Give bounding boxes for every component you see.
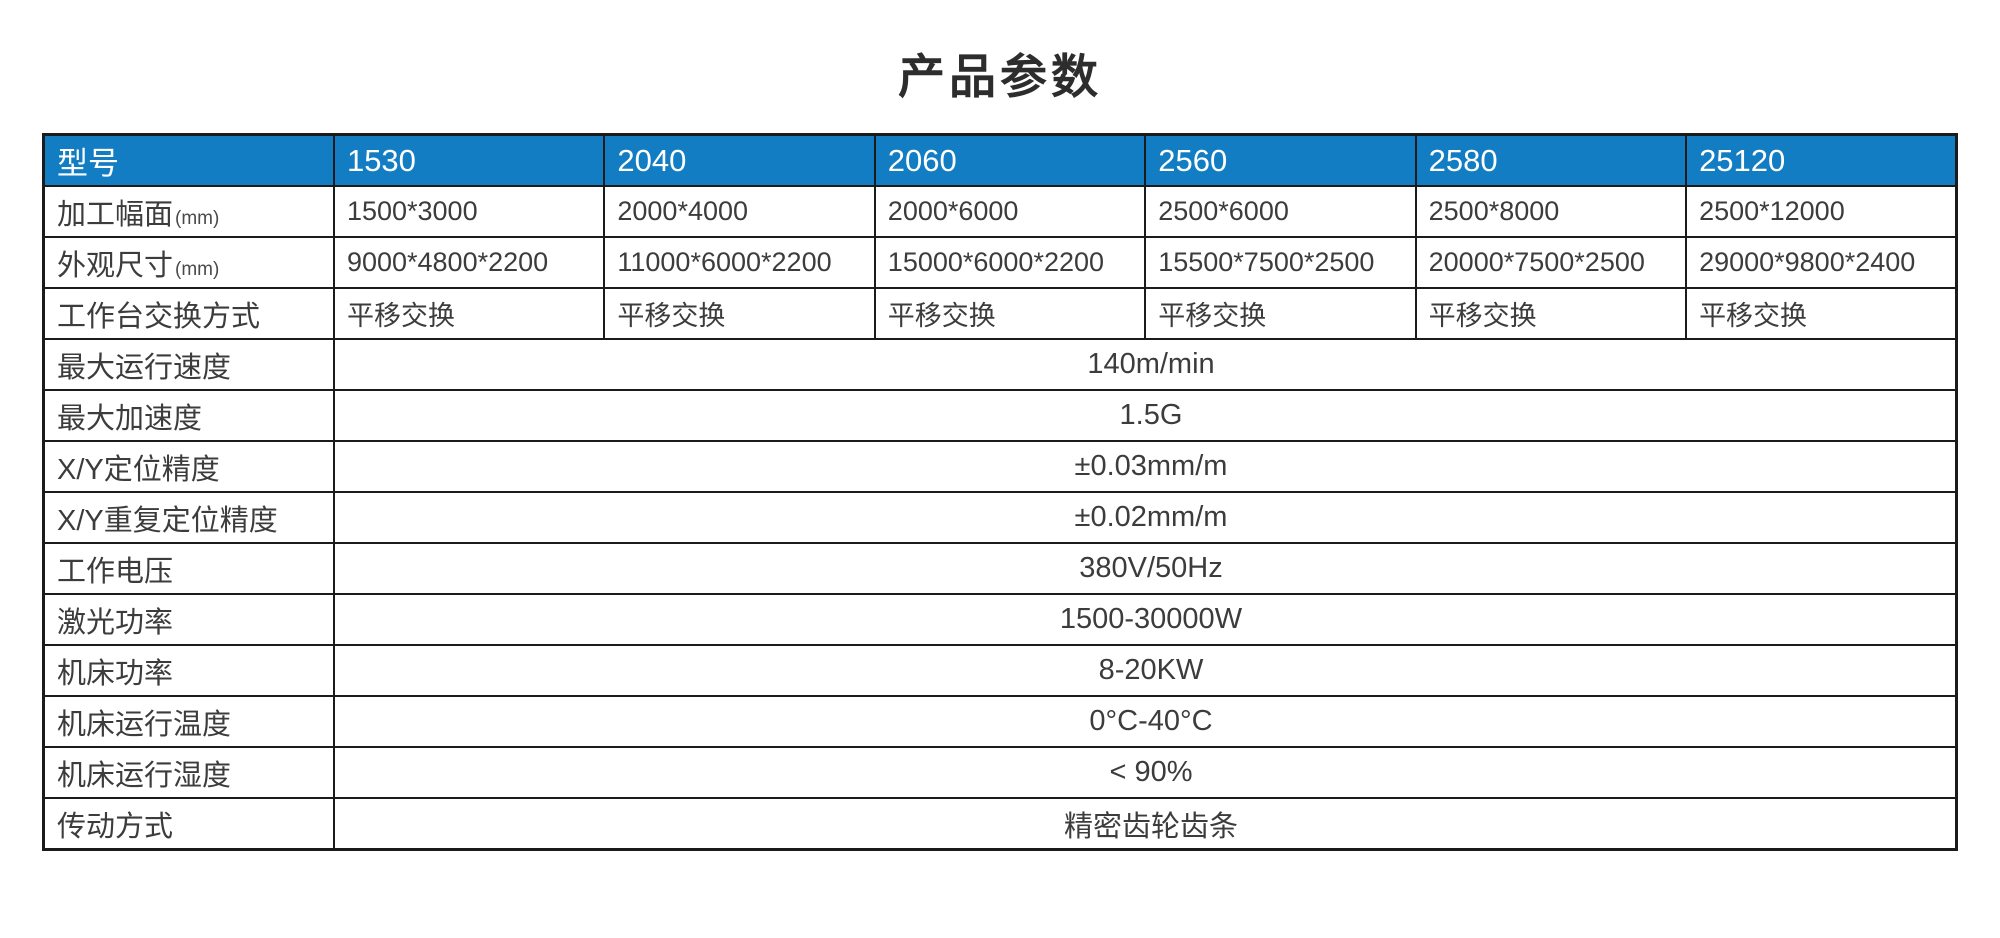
spec-row-working-area: 加工幅面 (mm) 1500*3000 2000*4000 2000*6000 2… — [42, 185, 1958, 238]
spec-row-operating-humidity: 机床运行湿度 < 90% — [42, 746, 1958, 799]
spec-row-outer-dimensions: 外观尺寸 (mm) 9000*4800*2200 11000*6000*2200 … — [42, 236, 1958, 289]
spec-cell: 2500*12000 — [1685, 185, 1958, 238]
spec-cell: 平移交换 — [1414, 287, 1688, 340]
spec-cell: 平移交换 — [1685, 287, 1958, 340]
spec-shared-value: 精密齿轮齿条 — [332, 797, 1958, 851]
spec-row-repeat-positioning-accuracy: X/Y重复定位精度 ±0.02mm/m — [42, 491, 1958, 544]
spec-row-positioning-accuracy: X/Y定位精度 ±0.03mm/m — [42, 440, 1958, 493]
spec-shared-value: ±0.02mm/m — [332, 491, 1958, 544]
row-label-text: 工作台交换方式 — [57, 300, 261, 333]
spec-cell: 1500*3000 — [332, 185, 606, 238]
spec-cell: 11000*6000*2200 — [603, 236, 876, 289]
product-spec-table: 型号 1530 2040 2060 2560 2580 25120 加工幅面 (m… — [42, 133, 1958, 851]
row-label: 机床功率 — [42, 644, 335, 697]
spec-shared-value: 0°C-40°C — [332, 695, 1958, 748]
row-label: X/Y重复定位精度 — [42, 491, 335, 544]
spec-shared-value: 380V/50Hz — [332, 542, 1958, 595]
spec-shared-value: 1.5G — [332, 389, 1958, 442]
spec-cell: 平移交换 — [332, 287, 606, 340]
spec-shared-value: 140m/min — [332, 338, 1958, 391]
page-title: 产品参数 — [898, 50, 1102, 103]
spec-cell: 平移交换 — [1144, 287, 1417, 340]
spec-shared-value: ±0.03mm/m — [332, 440, 1958, 493]
row-label: 外观尺寸 (mm) — [42, 236, 335, 289]
spec-cell: 15500*7500*2500 — [1144, 236, 1417, 289]
spec-row-max-speed: 最大运行速度 140m/min — [42, 338, 1958, 391]
header-model-1530: 1530 — [332, 133, 606, 187]
row-label: 机床运行温度 — [42, 695, 335, 748]
row-label: 最大运行速度 — [42, 338, 335, 391]
row-label-unit: (mm) — [175, 258, 220, 280]
row-label: 工作电压 — [42, 542, 335, 595]
spec-row-operating-temperature: 机床运行温度 0°C-40°C — [42, 695, 1958, 748]
spec-cell: 2500*8000 — [1414, 185, 1688, 238]
header-model-2580: 2580 — [1414, 133, 1688, 187]
spec-cell: 2500*6000 — [1144, 185, 1417, 238]
row-label-unit: (mm) — [175, 207, 220, 229]
row-label-text: 外观尺寸 — [57, 249, 174, 282]
header-model-2560: 2560 — [1144, 133, 1417, 187]
spec-cell: 2000*6000 — [873, 185, 1147, 238]
row-label: 传动方式 — [42, 797, 335, 851]
spec-shared-value: 8-20KW — [332, 644, 1958, 697]
row-label: 激光功率 — [42, 593, 335, 646]
header-model-25120: 25120 — [1685, 133, 1958, 187]
spec-row-table-exchange: 工作台交换方式 平移交换 平移交换 平移交换 平移交换 平移交换 平移交换 — [42, 287, 1958, 340]
row-label: 最大加速度 — [42, 389, 335, 442]
table-header-row: 型号 1530 2040 2060 2560 2580 25120 — [42, 133, 1958, 187]
spec-shared-value: 1500-30000W — [332, 593, 1958, 646]
spec-cell: 15000*6000*2200 — [873, 236, 1147, 289]
spec-row-max-acceleration: 最大加速度 1.5G — [42, 389, 1958, 442]
spec-cell: 9000*4800*2200 — [332, 236, 606, 289]
spec-shared-value: < 90% — [332, 746, 1958, 799]
spec-row-machine-power: 机床功率 8-20KW — [42, 644, 1958, 697]
spec-cell: 平移交换 — [603, 287, 876, 340]
spec-row-working-voltage: 工作电压 380V/50Hz — [42, 542, 1958, 595]
row-label: X/Y定位精度 — [42, 440, 335, 493]
spec-row-transmission-type: 传动方式 精密齿轮齿条 — [42, 797, 1958, 851]
header-model-label: 型号 — [42, 133, 335, 187]
spec-row-laser-power: 激光功率 1500-30000W — [42, 593, 1958, 646]
row-label: 工作台交换方式 — [42, 287, 335, 340]
spec-cell: 20000*7500*2500 — [1414, 236, 1688, 289]
row-label: 加工幅面 (mm) — [42, 185, 335, 238]
spec-cell: 平移交换 — [873, 287, 1147, 340]
row-label-text: 加工幅面 — [57, 198, 174, 231]
header-model-2060: 2060 — [873, 133, 1147, 187]
header-model-2040: 2040 — [603, 133, 876, 187]
spec-cell: 29000*9800*2400 — [1685, 236, 1958, 289]
spec-cell: 2000*4000 — [603, 185, 876, 238]
row-label: 机床运行湿度 — [42, 746, 335, 799]
